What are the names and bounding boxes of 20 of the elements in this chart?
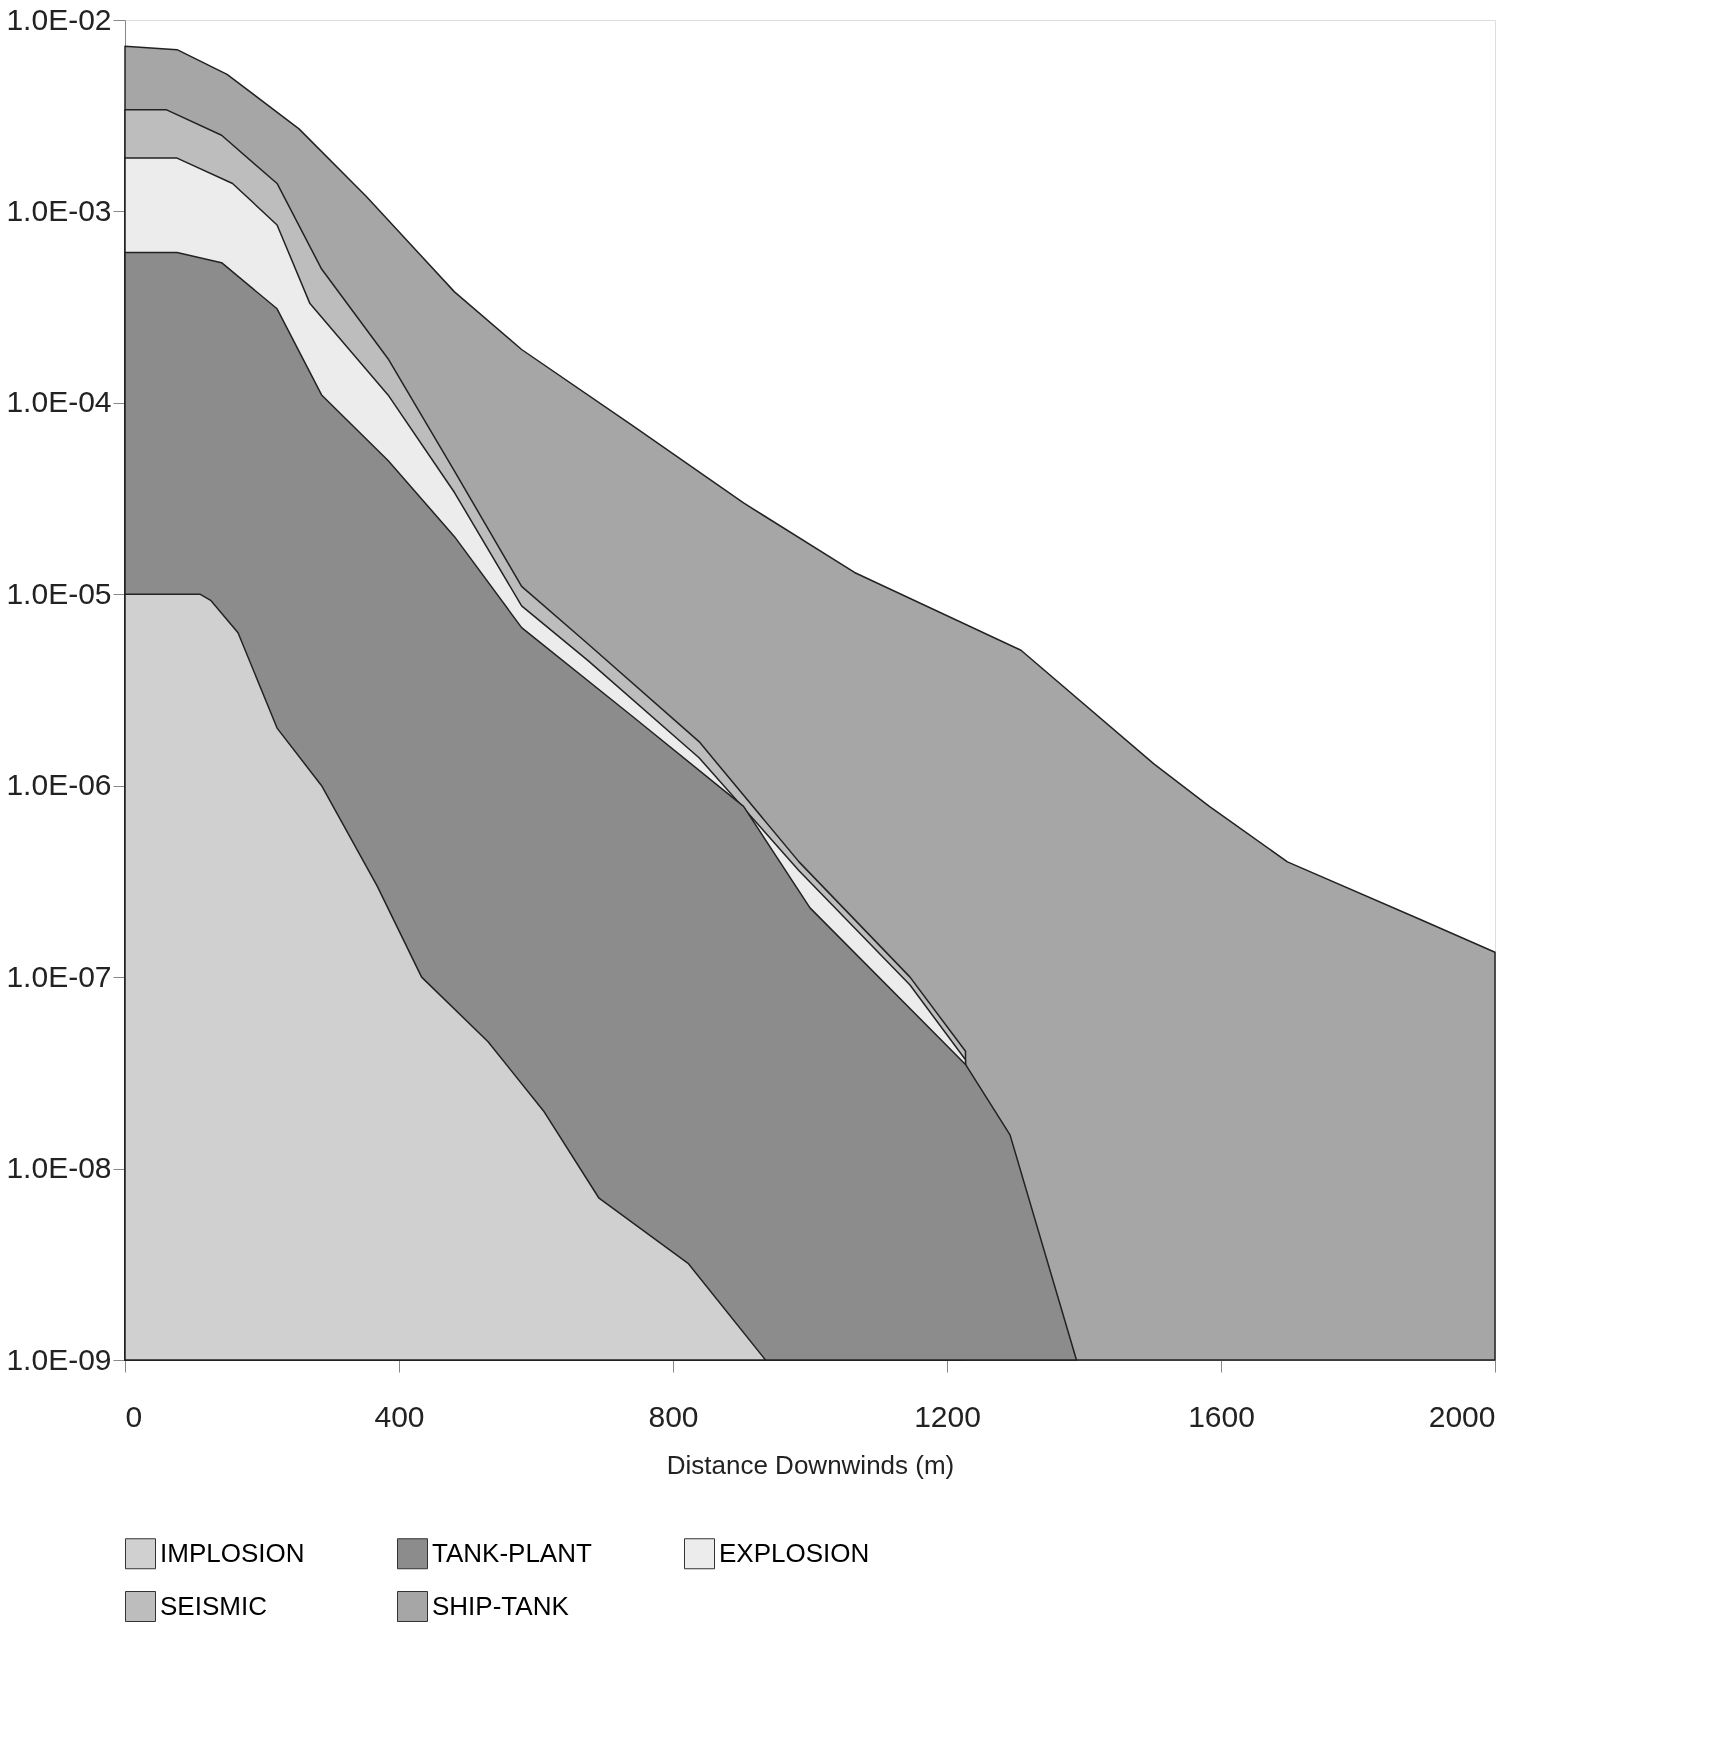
x-tick-label: 800 [648, 1399, 699, 1433]
y-tick-label: 1.0E-05 [6, 576, 112, 610]
legend-label: EXPLOSION [719, 1537, 870, 1568]
x-tick-label: 1200 [914, 1399, 981, 1433]
x-axis-title: Distance Downwinds (m) [666, 1449, 955, 1480]
x-tick-label: 2000 [1428, 1399, 1496, 1433]
y-tick-label: 1.0E-06 [6, 768, 112, 802]
x-tick-label: 0 [125, 1399, 143, 1433]
x-tick-label: 1600 [1188, 1399, 1255, 1433]
y-tick-label: 1.0E-04 [6, 385, 112, 419]
legend-label: IMPLOSION [160, 1537, 305, 1568]
y-tick-label: 1.0E-02 [6, 2, 112, 36]
y-tick-label: 1.0E-08 [6, 1151, 112, 1185]
legend-label: TANK-PLANT [432, 1537, 592, 1568]
y-tick-label: 1.0E-07 [6, 959, 112, 993]
x-tick-label: 400 [374, 1399, 425, 1433]
y-tick-label: 1.0E-09 [6, 1342, 112, 1376]
legend-label: SEISMIC [160, 1590, 267, 1621]
y-tick-label: 1.0E-03 [6, 193, 112, 227]
legend-label: SHIP-TANK [432, 1590, 570, 1621]
